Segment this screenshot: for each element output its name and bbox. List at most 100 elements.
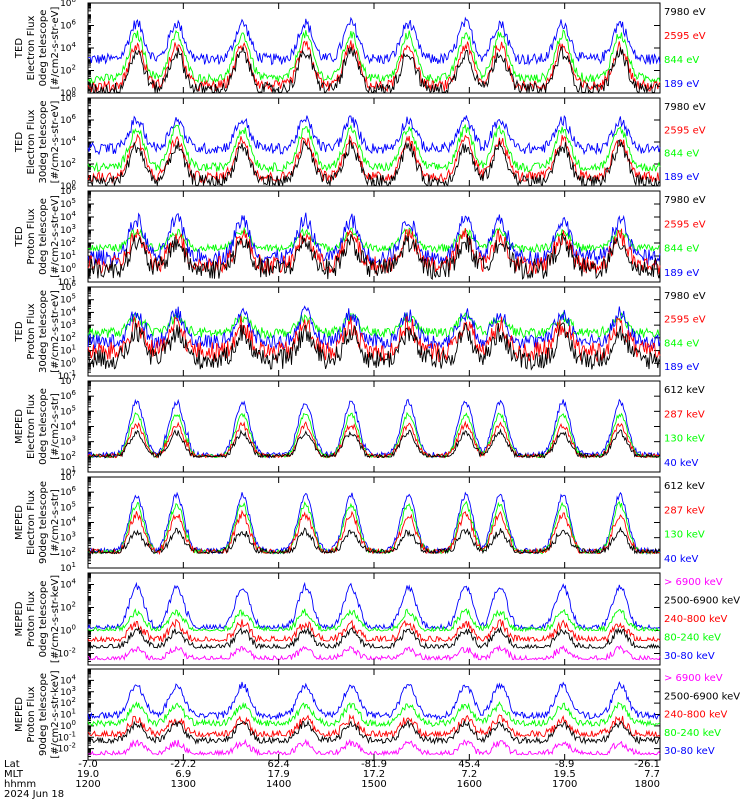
series-blue: [87, 16, 661, 66]
series-black: [87, 428, 661, 459]
legend-entry: > 6900 keV: [664, 577, 723, 588]
y-axis-label-line: [#/cm2-s-str-keV]: [50, 670, 61, 758]
y-tick-exponent: 6: [72, 485, 77, 493]
legend-entry: 7980 eV: [664, 7, 706, 18]
y-tick-exponent: 3: [72, 531, 76, 539]
legend-entry: 7980 eV: [664, 102, 706, 113]
y-tick-label: 102: [60, 601, 76, 614]
y-tick-exponent: 0: [72, 719, 76, 727]
y-axis-label: MEPED Proton Flux 90deg telescope [#/cm2-s-…: [14, 670, 61, 758]
y-axis-label-line: Proton Flux: [26, 303, 37, 359]
y-tick-exponent: 4: [72, 578, 77, 586]
y-axis-label-line: MEPED: [14, 697, 25, 732]
y-axis-label-line: [#/cm2-s-str]: [50, 489, 61, 556]
y-tick-exponent: 4: [72, 305, 77, 313]
y-tick-exponent: 2: [72, 696, 76, 704]
x-tick-mlt: 17.2: [363, 769, 385, 780]
legend-entry: 287 keV: [664, 409, 705, 420]
series-magenta: [87, 644, 661, 662]
date-label: 2024 Jun 18: [4, 789, 64, 800]
y-tick-label: 102: [60, 236, 76, 249]
y-tick-exponent: 3: [72, 685, 76, 693]
series-green: [87, 29, 661, 85]
x-tick-lat: -26.1: [634, 759, 660, 770]
legend-entry: 844 eV: [664, 149, 699, 160]
y-tick-exponent: 4: [72, 516, 77, 524]
series-green: [87, 124, 661, 173]
legend-entry: 2500-6900 keV: [664, 596, 740, 607]
y-tick-exponent: 1: [72, 561, 76, 569]
legend-entry: 80-240 keV: [664, 633, 721, 644]
y-tick-exponent: 5: [72, 293, 76, 301]
y-tick-label: 103: [60, 318, 76, 331]
y-tick-label: 104: [60, 210, 76, 223]
legend-entry: 130 keV: [664, 434, 705, 445]
y-axis-label-line: MEPED: [14, 505, 25, 540]
x-tick-mlt: 19.5: [554, 769, 576, 780]
x-tick-hhmm: 1200: [75, 779, 100, 790]
series-red: [87, 40, 661, 93]
y-axis-label-line: [#/cm2-s-str-eV]: [50, 7, 61, 90]
y-tick-exponent: 5: [72, 404, 76, 412]
y-tick-label: 104: [60, 41, 76, 54]
y-axis-label-line: MEPED: [14, 601, 25, 636]
series-red: [87, 133, 661, 184]
series-red: [87, 228, 661, 276]
y-tick-exponent: 0: [72, 262, 76, 270]
series-red: [87, 420, 661, 459]
y-tick-exponent: 8: [72, 0, 76, 4]
y-tick-label: 106: [60, 389, 76, 402]
y-tick-exponent: 4: [72, 420, 77, 428]
series-black: [87, 719, 661, 746]
y-axis-label-line: TED: [14, 38, 25, 59]
y-axis-label-line: Proton Flux: [26, 208, 37, 264]
y-tick-exponent: 6: [72, 389, 77, 397]
y-axis-label: TED Electron Flux 0deg telescope [#/cm2-s-s…: [14, 7, 61, 90]
y-axis-label: MEPED Proton Flux 0deg telescope [#/cm2-s-s…: [14, 575, 61, 663]
legend-entry: 2595 eV: [664, 31, 706, 42]
y-axis-label-line: 30deg telescope: [38, 100, 49, 183]
y-tick-label: 105: [60, 293, 76, 306]
series-green: [87, 608, 661, 633]
y-axis-label-line: [#/cm2-s-str-keV]: [50, 575, 61, 663]
legend-entry: 189 eV: [664, 268, 699, 279]
x-tick-lat: 62.4: [268, 759, 290, 770]
x-tick-mlt: 19.0: [77, 769, 99, 780]
y-axis-label-line: 0deg telescope: [38, 198, 49, 275]
series-blue: [87, 305, 661, 350]
legend-entry: 240-800 keV: [664, 614, 728, 625]
series-black: [87, 322, 661, 371]
y-tick-exponent: 2: [72, 157, 76, 165]
series-black: [87, 232, 661, 280]
y-axis-label-line: TED: [14, 321, 25, 342]
legend-entry: 2595 eV: [664, 315, 706, 326]
y-tick-exponent: 0: [72, 356, 76, 364]
y-axis-label-line: [#/cm2-s-str-eV]: [50, 101, 61, 184]
y-tick-label: 101: [60, 344, 76, 357]
y-axis-label-line: Electron Flux: [26, 394, 37, 459]
y-tick-label: 101: [60, 249, 76, 262]
y-tick-exponent: 4: [72, 135, 77, 143]
x-tick-mlt: 7.7: [644, 769, 660, 780]
series-magenta: [87, 738, 661, 757]
y-tick-exponent: 2: [72, 331, 76, 339]
y-axis-label-line: Proton Flux: [26, 686, 37, 742]
y-tick-label: 100: [60, 356, 76, 369]
legend-entry: 189 eV: [664, 172, 699, 183]
x-tick-mlt: 6.9: [175, 769, 191, 780]
y-tick-label: 106: [60, 19, 76, 32]
x-tick-hhmm: 1300: [171, 779, 196, 790]
legend-entry: 612 keV: [664, 385, 705, 396]
y-tick-exponent: 2: [72, 546, 76, 554]
y-tick-label: 104: [60, 578, 76, 591]
x-tick-hhmm: 1500: [361, 779, 386, 790]
y-tick-exponent: 3: [72, 435, 76, 443]
x-tick-lat: -27.2: [170, 759, 196, 770]
x-row-label: MLT: [4, 769, 24, 780]
y-tick-exponent: -1: [69, 275, 76, 283]
y-axis-label-line: Electron Flux: [26, 15, 37, 80]
